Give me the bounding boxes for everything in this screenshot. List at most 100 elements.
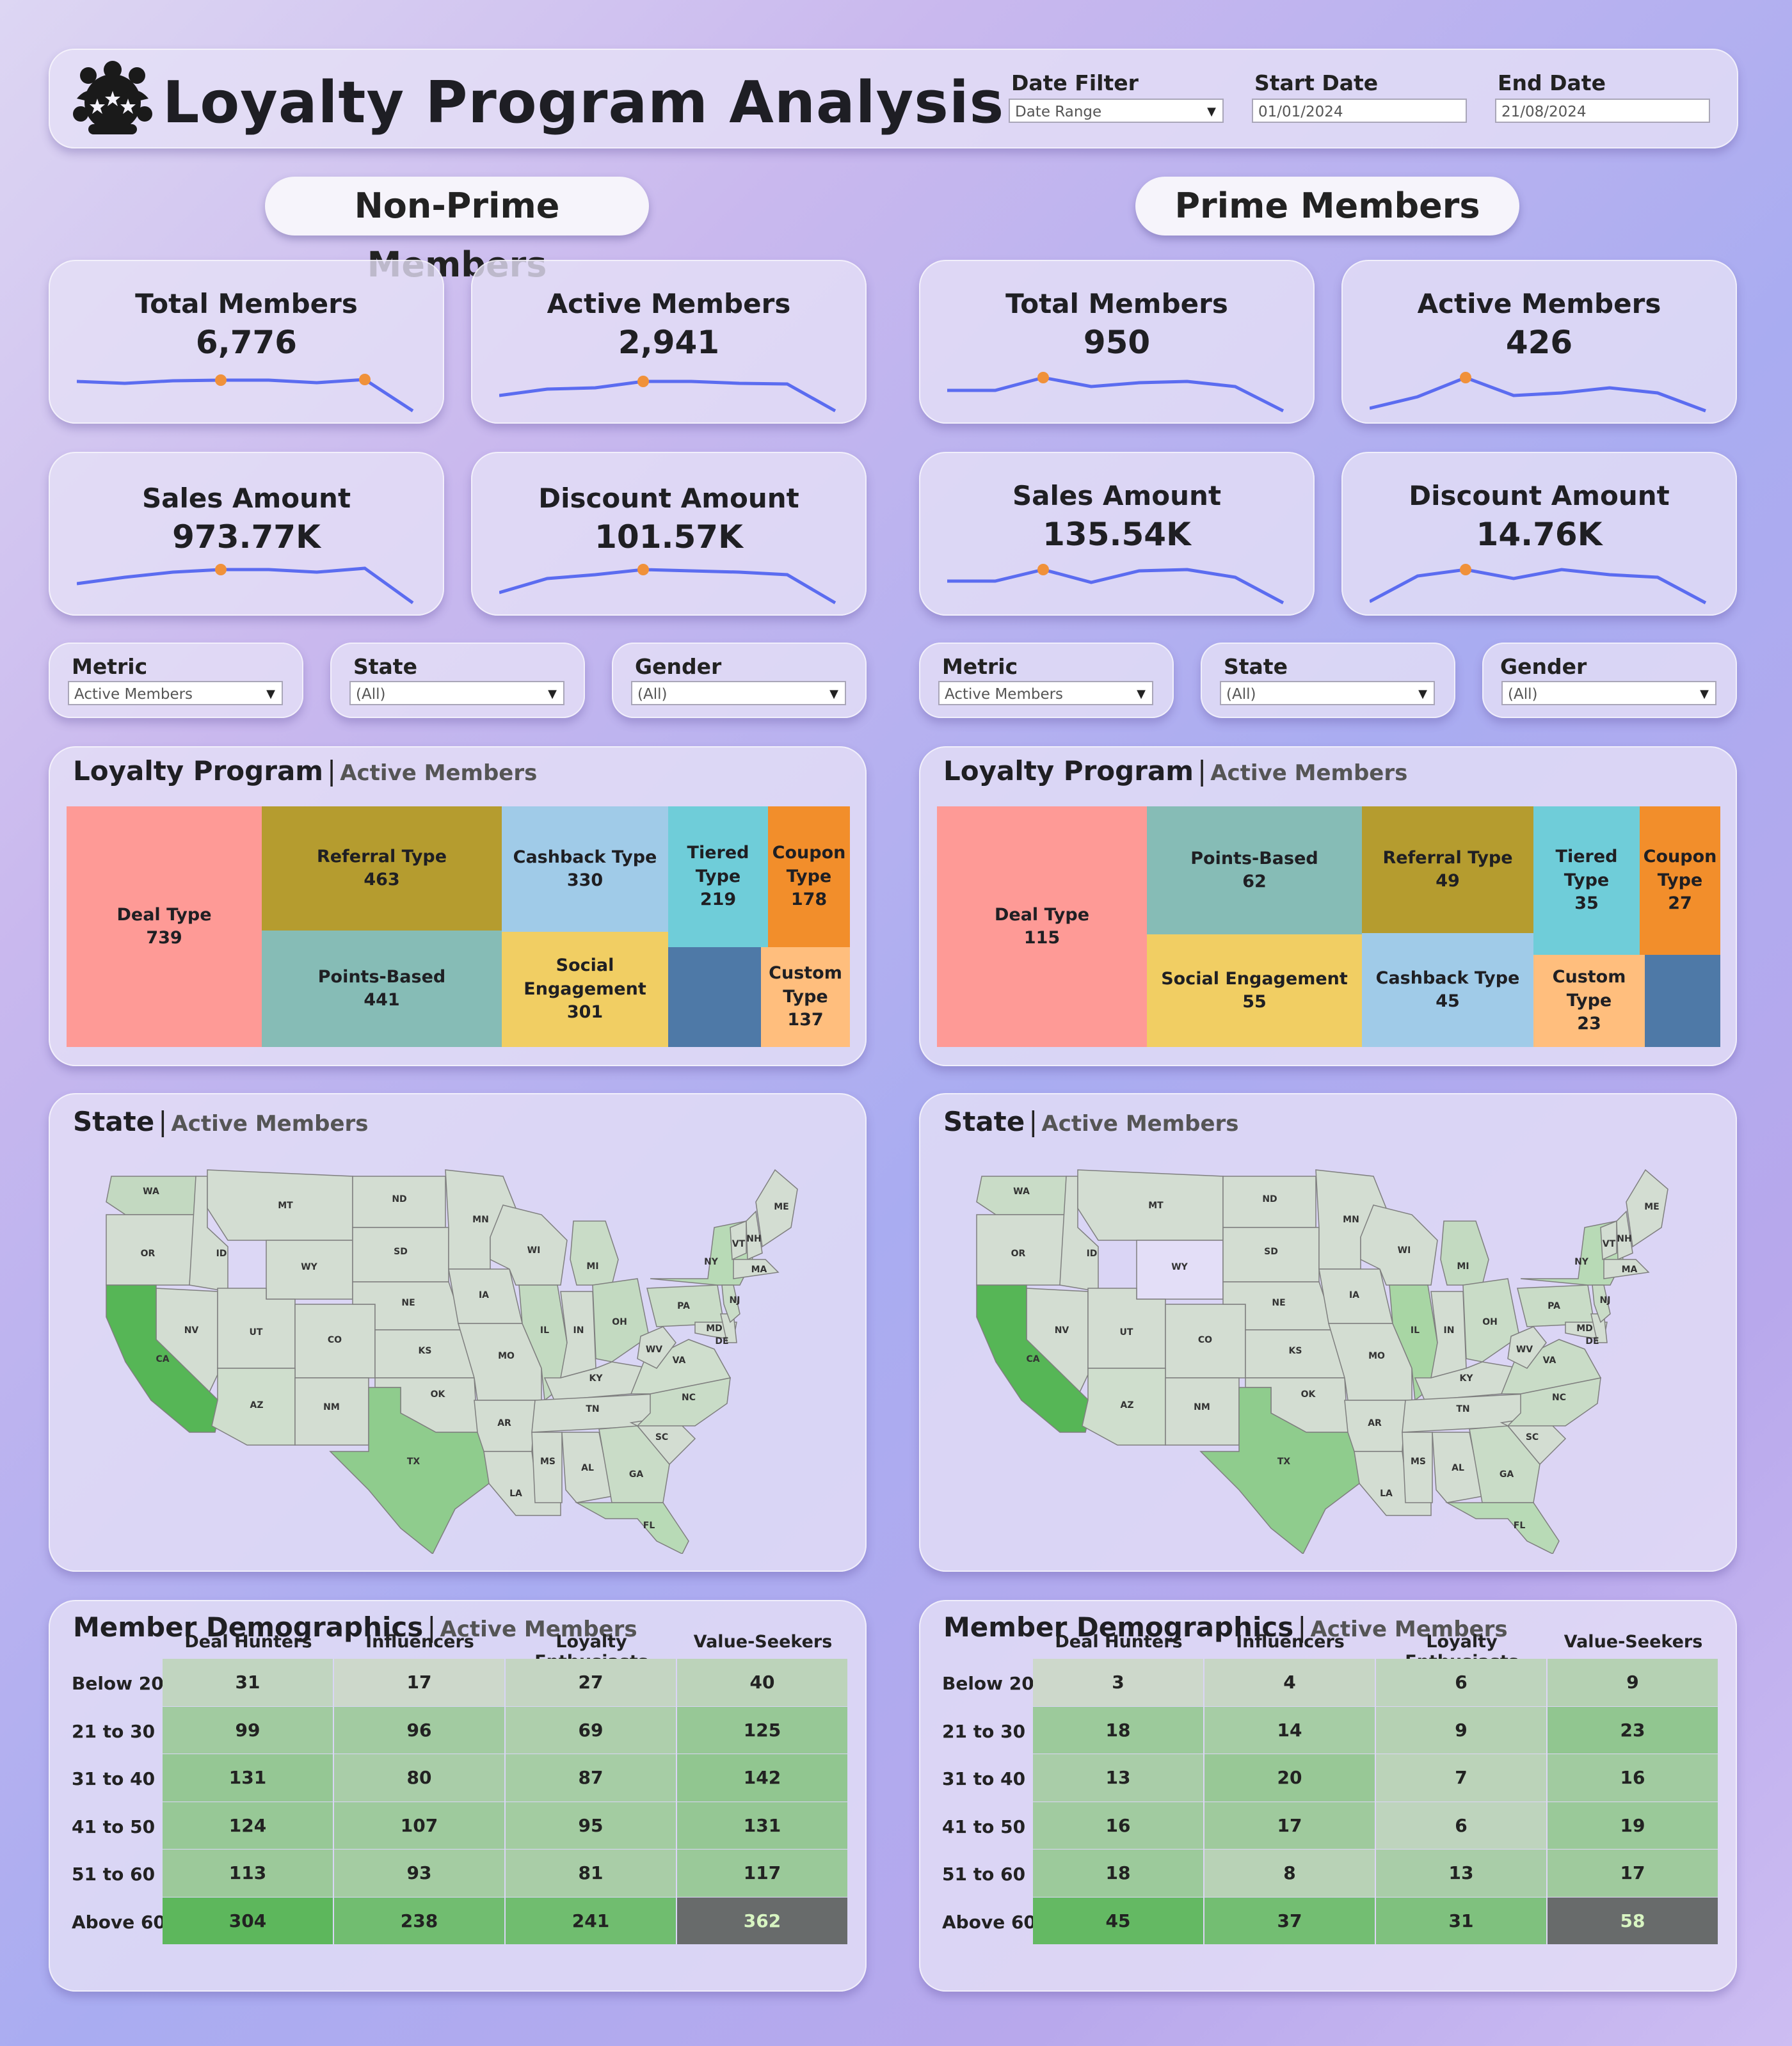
treemap-tile-social-engagement[interactable]: Social Engagement 55	[1147, 934, 1362, 1047]
heatmap-cell[interactable]: 23	[1548, 1706, 1718, 1754]
treemap-tile-cashback-type[interactable]: Cashback Type 330	[502, 806, 668, 932]
treemap-tile-coupon-type[interactable]: Coupon Type 27	[1640, 806, 1720, 955]
treemap-tile-deal-type[interactable]: Deal Type 115	[937, 806, 1147, 1047]
state-ms[interactable]	[1402, 1432, 1433, 1503]
state-wv[interactable]	[637, 1326, 676, 1369]
state-tx[interactable]	[1199, 1387, 1360, 1554]
heatmap-cell[interactable]: 16	[1033, 1802, 1203, 1849]
heatmap-cell[interactable]: 107	[334, 1802, 504, 1849]
heatmap-cell[interactable]: 113	[163, 1850, 333, 1897]
heatmap-cell[interactable]: 241	[506, 1897, 676, 1944]
heatmap-cell[interactable]: 45	[1033, 1897, 1203, 1944]
state-wi[interactable]	[490, 1204, 568, 1286]
heatmap-cell[interactable]: 37	[1204, 1897, 1375, 1944]
heatmap-cell[interactable]: 16	[1548, 1754, 1718, 1802]
state-nh[interactable]	[1616, 1210, 1633, 1261]
heatmap-cell[interactable]: 31	[163, 1659, 333, 1706]
heatmap-cell[interactable]: 27	[506, 1659, 676, 1706]
state-ca[interactable]	[106, 1284, 222, 1433]
state-fl[interactable]	[575, 1502, 689, 1554]
heatmap-cell[interactable]: 31	[1376, 1897, 1546, 1944]
state-mi[interactable]	[1440, 1220, 1489, 1286]
state-tx[interactable]	[329, 1387, 490, 1554]
metric-dropdown[interactable]: Active Members ▼	[68, 681, 283, 705]
treemap-tile-social-engagement[interactable]: Social Engagement 301	[502, 932, 668, 1047]
heatmap-cell[interactable]: 17	[1548, 1850, 1718, 1897]
heatmap-cell[interactable]: 69	[506, 1706, 676, 1754]
state-az[interactable]	[211, 1368, 296, 1446]
state-nj[interactable]	[721, 1284, 740, 1323]
treemap-tile-referral-type[interactable]: Referral Type 49	[1362, 806, 1533, 933]
state-me[interactable]	[755, 1169, 798, 1248]
heatmap-cell[interactable]: 18	[1033, 1850, 1203, 1897]
state-ga[interactable]	[598, 1425, 670, 1503]
heatmap-cell[interactable]: 19	[1548, 1802, 1718, 1849]
treemap-tile-tiered-type[interactable]: Tiered Type 35	[1533, 806, 1640, 955]
state-va[interactable]	[630, 1339, 732, 1395]
state-wi[interactable]	[1360, 1204, 1438, 1286]
heatmap-cell[interactable]: 238	[334, 1897, 504, 1944]
heatmap-cell[interactable]: 99	[163, 1706, 333, 1754]
heatmap-cell[interactable]: 87	[506, 1754, 676, 1802]
state-fl[interactable]	[1445, 1502, 1560, 1554]
state-vt[interactable]	[1600, 1220, 1617, 1261]
heatmap-cell[interactable]: 9	[1548, 1659, 1718, 1706]
heatmap-cell[interactable]: 117	[677, 1850, 847, 1897]
state-ga[interactable]	[1469, 1425, 1540, 1503]
treemap-tile-coupon-type[interactable]: Coupon Type 178	[768, 806, 850, 947]
state-ms[interactable]	[531, 1432, 563, 1503]
heatmap-cell[interactable]: 14	[1204, 1706, 1375, 1754]
metric-dropdown[interactable]: Active Members ▼	[938, 681, 1153, 705]
gender-dropdown[interactable]: (All) ▼	[1501, 681, 1716, 705]
heatmap-cell[interactable]: 125	[677, 1706, 847, 1754]
state-al[interactable]	[561, 1432, 612, 1503]
state-wv[interactable]	[1507, 1326, 1547, 1369]
heatmap-cell[interactable]: 9	[1376, 1706, 1546, 1754]
us-state-map[interactable]: WA OR ID MT WY NV CA UT CO AZ NM ND SD NE KS OK TX MN IA MO…	[970, 1157, 1700, 1554]
heatmap-cell[interactable]: 96	[334, 1706, 504, 1754]
heatmap-cell[interactable]: 13	[1033, 1754, 1203, 1802]
state-oh[interactable]	[592, 1278, 650, 1363]
state-nj[interactable]	[1592, 1284, 1611, 1323]
heatmap-cell[interactable]: 8	[1204, 1850, 1375, 1897]
heatmap-cell[interactable]: 124	[163, 1802, 333, 1849]
heatmap-cell[interactable]: 131	[677, 1802, 847, 1849]
heatmap-cell[interactable]: 17	[334, 1659, 504, 1706]
end-date-input[interactable]: 21/08/2024	[1495, 99, 1710, 123]
heatmap-cell[interactable]: 4	[1204, 1659, 1375, 1706]
heatmap-cell[interactable]: 362	[677, 1897, 847, 1944]
heatmap-cell[interactable]: 80	[334, 1754, 504, 1802]
heatmap-cell[interactable]: 7	[1376, 1754, 1546, 1802]
state-vt[interactable]	[730, 1220, 747, 1261]
state-dropdown[interactable]: (All) ▼	[349, 681, 564, 705]
us-state-map[interactable]: WA OR ID MT WY NV CA UT CO AZ NM ND SD NE KS OK TX MN IA MO…	[100, 1157, 829, 1554]
treemap-tile-other[interactable]	[668, 947, 761, 1047]
treemap-tile-other[interactable]	[1645, 955, 1720, 1047]
state-mi[interactable]	[570, 1220, 619, 1286]
heatmap-cell[interactable]: 93	[334, 1850, 504, 1897]
state-ma[interactable]	[733, 1259, 780, 1279]
state-ma[interactable]	[1603, 1259, 1650, 1279]
heatmap-cell[interactable]: 13	[1376, 1850, 1546, 1897]
treemap-tile-referral-type[interactable]: Referral Type 463	[262, 806, 502, 931]
heatmap-cell[interactable]: 131	[163, 1754, 333, 1802]
treemap-tile-cashback-type[interactable]: Cashback Type 45	[1362, 933, 1533, 1047]
heatmap-cell[interactable]: 81	[506, 1850, 676, 1897]
heatmap-cell[interactable]: 17	[1204, 1802, 1375, 1849]
state-ca[interactable]	[976, 1284, 1092, 1433]
state-nh[interactable]	[746, 1210, 763, 1261]
gender-dropdown[interactable]: (All) ▼	[631, 681, 846, 705]
start-date-input[interactable]: 01/01/2024	[1252, 99, 1467, 123]
treemap-tile-deal-type[interactable]: Deal Type 739	[67, 806, 262, 1047]
heatmap-cell[interactable]: 6	[1376, 1659, 1546, 1706]
heatmap-cell[interactable]: 6	[1376, 1802, 1546, 1849]
heatmap-cell[interactable]: 18	[1033, 1706, 1203, 1754]
treemap-tile-points-based[interactable]: Points-Based 62	[1147, 806, 1362, 934]
treemap-tile-custom-type[interactable]: Custom Type 137	[761, 947, 850, 1047]
heatmap-cell[interactable]: 3	[1033, 1659, 1203, 1706]
heatmap-cell[interactable]: 20	[1204, 1754, 1375, 1802]
heatmap-cell[interactable]: 142	[677, 1754, 847, 1802]
state-dropdown[interactable]: (All) ▼	[1220, 681, 1435, 705]
state-me[interactable]	[1626, 1169, 1668, 1248]
state-az[interactable]	[1082, 1368, 1166, 1446]
